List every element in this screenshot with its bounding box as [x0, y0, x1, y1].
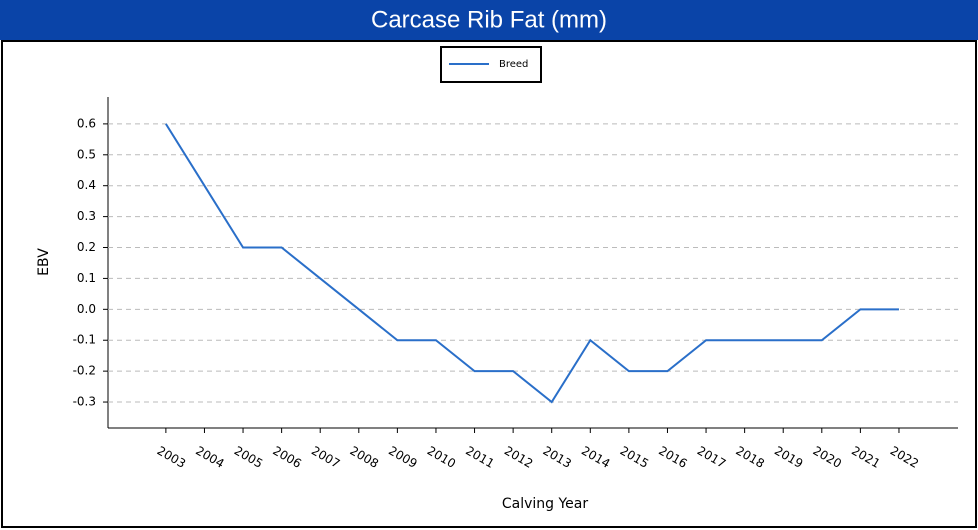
x-tick-label: 2004	[193, 444, 226, 471]
x-tick-label: 2003	[155, 444, 188, 471]
x-tick-label: 2022	[888, 444, 921, 471]
x-tick-label: 2019	[772, 444, 805, 471]
x-tick-label: 2018	[733, 444, 766, 471]
x-tick-label: 2014	[579, 444, 612, 471]
y-tick-label: -0.2	[73, 364, 96, 378]
chart-title: Carcase Rib Fat (mm)	[371, 6, 607, 33]
y-tick-label: 0.1	[77, 271, 96, 285]
frame	[1, 40, 977, 528]
y-tick-label: 0.0	[77, 302, 96, 316]
y-tick-label: 0.3	[77, 209, 96, 223]
x-tick-label: 2010	[425, 444, 458, 471]
legend-label: Breed	[499, 59, 528, 70]
x-tick-label: 2020	[811, 444, 844, 471]
x-tick-label: 2007	[309, 444, 342, 471]
x-tick-label: 2006	[270, 444, 303, 471]
x-axis-label: Calving Year	[502, 496, 589, 512]
x-tick-label: 2017	[695, 444, 728, 471]
x-tick-label: 2009	[386, 444, 419, 471]
y-tick-label: -0.1	[73, 333, 96, 347]
y-tick-label: 0.4	[77, 178, 96, 192]
x-tick-label: 2005	[232, 444, 265, 471]
x-tick-label: 2021	[849, 444, 882, 471]
y-tick-label: 0.5	[77, 147, 96, 161]
x-tick-label: 2013	[540, 444, 573, 471]
y-tick-label: 0.2	[77, 240, 96, 254]
x-tick-label: 2015	[618, 444, 651, 471]
x-tick-label: 2012	[502, 444, 535, 471]
x-tick-label: 2011	[463, 444, 496, 471]
y-axis-label: EBV	[36, 248, 52, 276]
y-tick-label: -0.3	[73, 395, 96, 409]
y-tick-label: 0.6	[77, 116, 96, 130]
x-tick-label: 2016	[656, 444, 689, 471]
title-bar	[0, 0, 978, 40]
line-series	[165, 123, 899, 404]
x-tick-label: 2008	[348, 444, 381, 471]
